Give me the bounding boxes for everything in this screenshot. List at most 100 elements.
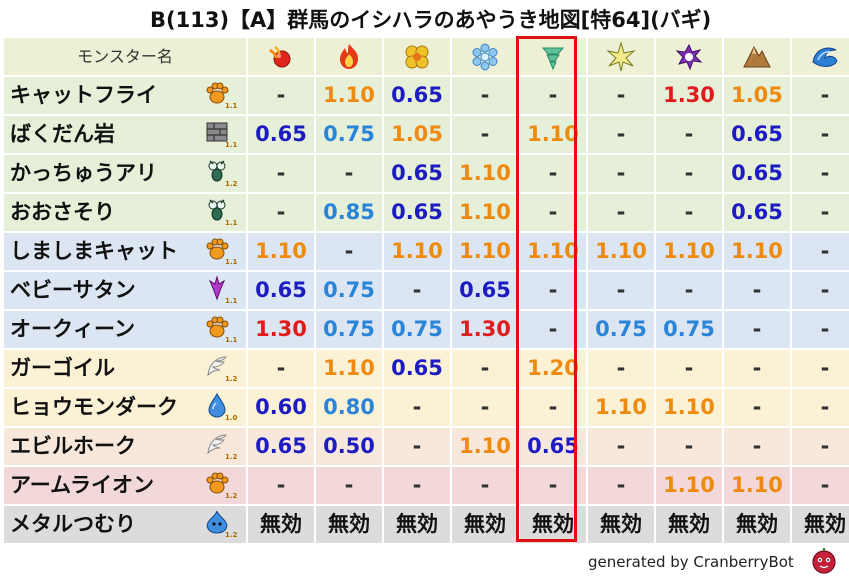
resistance-value: - <box>820 83 830 107</box>
resistance-value: 0.65 <box>459 278 511 302</box>
monster-name-cell: キャットフライ 1.1 <box>4 77 246 114</box>
resistance-value: - <box>480 356 490 380</box>
resistance-value: 無効 <box>736 512 778 536</box>
resistance-value: 0.65 <box>527 434 579 458</box>
level-badge: 1.1 <box>225 297 238 305</box>
resistance-cell: 0.75 <box>384 311 450 348</box>
water-icon <box>810 42 840 72</box>
table-row: ばくだん岩 1.1 0.65 0.75 1.05 - 1.10 - - 0.65 - <box>4 116 849 153</box>
resistance-cell: 1.10 <box>656 389 722 426</box>
resistance-value: - <box>752 395 762 419</box>
resistance-cell: 1.30 <box>656 77 722 114</box>
resistance-cell: 無効 <box>792 506 849 543</box>
resistance-cell: - <box>248 467 314 504</box>
monster-name: ヒョウモンダーク <box>10 395 178 419</box>
resistance-cell: 0.65 <box>384 155 450 192</box>
slime-icon <box>204 509 230 535</box>
resistance-cell: 1.10 <box>588 233 654 270</box>
resistance-cell: - <box>588 155 654 192</box>
resistance-cell: 0.65 <box>248 272 314 309</box>
resistance-cell: 1.30 <box>248 311 314 348</box>
resistance-value: - <box>820 317 830 341</box>
resistance-value: - <box>684 161 694 185</box>
level-badge: 1.2 <box>225 492 238 500</box>
resistance-cell: - <box>520 467 586 504</box>
resistance-cell: 無効 <box>520 506 586 543</box>
resistance-value: 0.65 <box>391 200 443 224</box>
resistance-value: 0.65 <box>731 161 783 185</box>
resistance-value: 無効 <box>600 512 642 536</box>
resistance-value: - <box>548 161 558 185</box>
monster-name-cell: ヒョウモンダーク 1.0 <box>4 389 246 426</box>
resistance-cell: 0.75 <box>588 311 654 348</box>
resistance-value: - <box>616 161 626 185</box>
resistance-cell: - <box>724 311 790 348</box>
wing-icon <box>204 431 230 457</box>
level-badge: 1.1 <box>225 219 238 227</box>
resistance-value: 無効 <box>804 512 846 536</box>
resistance-value: - <box>616 473 626 497</box>
table-row: オークィーン 1.1 1.30 0.75 0.75 1.30 - 0.75 0.75 - - <box>4 311 849 348</box>
resistance-cell: - <box>384 428 450 465</box>
resistance-cell: - <box>792 389 849 426</box>
resistance-cell: 0.75 <box>316 116 382 153</box>
monster-name-cell: ばくだん岩 1.1 <box>4 116 246 153</box>
resistance-value: - <box>344 161 354 185</box>
resistance-value: 0.75 <box>391 317 443 341</box>
resistance-cell: - <box>316 155 382 192</box>
monster-name: オークィーン <box>10 317 135 341</box>
resistance-value: - <box>684 200 694 224</box>
resistance-cell: - <box>588 272 654 309</box>
header-cell <box>656 38 722 75</box>
resistance-cell: - <box>452 77 518 114</box>
resistance-cell: - <box>588 350 654 387</box>
header-cell <box>316 38 382 75</box>
resistance-cell: 1.10 <box>656 233 722 270</box>
level-badge: 1.2 <box>225 180 238 188</box>
monster-name-cell: エビルホーク 1.2 <box>4 428 246 465</box>
resistance-value: 0.65 <box>731 122 783 146</box>
resistance-value: - <box>684 434 694 458</box>
resistance-value: - <box>344 239 354 263</box>
monster-name: おおさそり <box>10 200 115 224</box>
header-cell <box>520 38 586 75</box>
resistance-value: - <box>344 473 354 497</box>
resistance-cell: 0.85 <box>316 194 382 231</box>
header-name-cell: モンスター名 <box>4 38 246 75</box>
resistance-cell: - <box>588 467 654 504</box>
resistance-cell: 0.50 <box>316 428 382 465</box>
header-cell <box>792 38 849 75</box>
resistance-cell: - <box>792 116 849 153</box>
monster-name-cell: おおさそり 1.1 <box>4 194 246 231</box>
resistance-cell: - <box>792 350 849 387</box>
resistance-cell: - <box>520 272 586 309</box>
resistance-cell: - <box>248 155 314 192</box>
resistance-value: - <box>480 395 490 419</box>
resistance-value: - <box>412 278 422 302</box>
resistance-value: 1.10 <box>391 239 443 263</box>
table-row: ヒョウモンダーク 1.0 0.60 0.80 - - - 1.10 1.10 - - <box>4 389 849 426</box>
resistance-value: 0.65 <box>731 200 783 224</box>
resistance-value: 1.10 <box>323 83 375 107</box>
resistance-cell: - <box>588 116 654 153</box>
resistance-value: 無効 <box>464 512 506 536</box>
resistance-cell: 1.10 <box>520 116 586 153</box>
resistance-value: 0.75 <box>595 317 647 341</box>
fire-icon <box>266 42 296 72</box>
table-row: キャットフライ 1.1 - 1.10 0.65 - - - 1.30 1.05 - <box>4 77 849 114</box>
table-row: ガーゴイル 1.2 - 1.10 0.65 - 1.20 - - - - <box>4 350 849 387</box>
resistance-cell: - <box>656 194 722 231</box>
resistance-cell: 0.65 <box>248 428 314 465</box>
resistance-value: 1.10 <box>731 473 783 497</box>
monster-name-cell: かっちゅうアリ 1.2 <box>4 155 246 192</box>
resistance-value: - <box>820 122 830 146</box>
paw-icon <box>204 470 230 496</box>
resistance-cell: 0.65 <box>724 116 790 153</box>
resistance-value: 0.75 <box>323 122 375 146</box>
resistance-value: - <box>820 356 830 380</box>
insect-icon <box>204 197 230 223</box>
table-row: かっちゅうアリ 1.2 - - 0.65 1.10 - - - 0.65 - <box>4 155 849 192</box>
resistance-value: - <box>548 200 558 224</box>
resistance-cell: 無効 <box>724 506 790 543</box>
resistance-cell: 1.10 <box>520 233 586 270</box>
